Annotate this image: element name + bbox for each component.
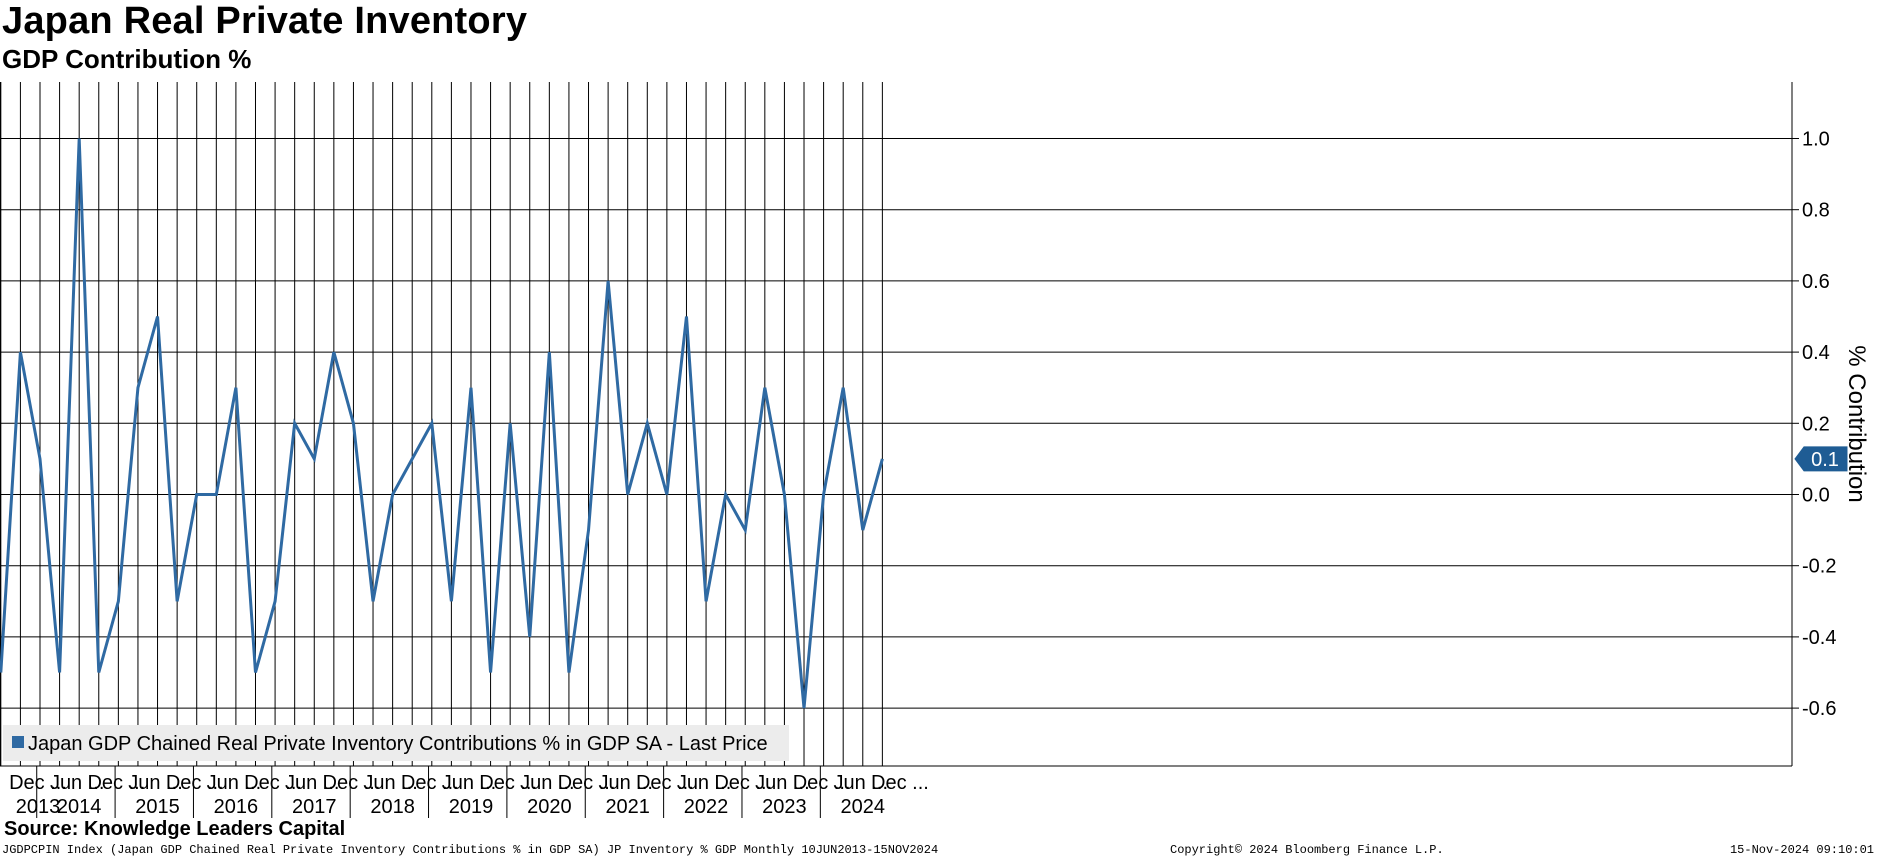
x-tick-label-month: Dec ... (479, 772, 537, 794)
legend[interactable]: Japan GDP Chained Real Private Inventory… (3, 725, 789, 761)
y-axis-title: % Contribution (1843, 345, 1870, 502)
y-tick-label: 0.8 (1802, 200, 1830, 222)
legend-label: Japan GDP Chained Real Private Inventory… (28, 733, 768, 755)
x-tick-label-month: Dec ... (401, 772, 459, 794)
y-tick-label: -0.2 (1802, 556, 1836, 578)
x-tick-label-month: Jun ... (128, 772, 182, 794)
x-tick-label-month: Jun ... (207, 772, 261, 794)
x-tick-label-year: 2015 (135, 796, 180, 818)
series-layer: 0.1 (0, 138, 1848, 709)
x-tick-label-month: Dec ... (714, 772, 772, 794)
x-tick-label-month: Jun ... (598, 772, 652, 794)
x-tick-label-year: 2018 (370, 796, 415, 818)
chart-title: Japan Real Private Inventory (2, 0, 528, 42)
x-tick-label-year: 2013 (16, 796, 61, 818)
y-axis-title-group: % Contribution (1843, 345, 1870, 502)
x-axis: Dec ...Jun ...Dec ...Jun ...Dec ...Jun .… (9, 766, 929, 818)
footer-copyright: Copyright© 2024 Bloomberg Finance L.P. (1170, 843, 1444, 857)
y-tick-label: 0.6 (1802, 271, 1830, 293)
series-line (0, 138, 884, 709)
x-tick-label-year: 2017 (292, 796, 337, 818)
x-tick-label-year: 2024 (841, 796, 886, 818)
x-tick-label-month: Jun ... (50, 772, 104, 794)
source-note: Source: Knowledge Leaders Capital (4, 818, 346, 840)
y-tick-label: -0.4 (1802, 627, 1836, 649)
y-tick-label: 0.0 (1802, 485, 1830, 507)
x-tick-label-month: Dec ... (87, 772, 145, 794)
x-tick-label-month: Jun ... (755, 772, 809, 794)
x-tick-label-month: Jun ... (520, 772, 574, 794)
x-tick-label-month: Dec ... (871, 772, 929, 794)
x-tick-label-year: 2019 (449, 796, 494, 818)
x-tick-label-month: Dec ... (793, 772, 851, 794)
x-tick-label-month: Jun ... (834, 772, 888, 794)
plot-frame (0, 82, 1793, 767)
x-tick-label-month: Dec ... (636, 772, 694, 794)
x-tick-label-month: Jun ... (285, 772, 339, 794)
legend-swatch (12, 736, 24, 748)
y-axis: 1.0 0.8 0.6 0.4 0.2 0.0 -0.2 -0.4 -0.6 (1792, 129, 1836, 720)
y-tick-label: 0.2 (1802, 413, 1830, 435)
footer-timestamp: 15-Nov-2024 09:10:01 (1729, 843, 1874, 857)
last-value-badge (1794, 446, 1848, 472)
x-tick-label-month: Jun ... (363, 772, 417, 794)
x-tick-label-month: Dec ... (323, 772, 381, 794)
vertical-gridlines (0, 82, 883, 766)
y-tick-label: 0.4 (1802, 342, 1830, 364)
x-tick-label-month: Dec ... (558, 772, 616, 794)
x-tick-label-year: 2020 (527, 796, 572, 818)
x-tick-label-month: Dec ... (9, 772, 67, 794)
chart-subtitle: GDP Contribution % (2, 44, 252, 74)
last-value-label: 0.1 (1811, 449, 1839, 471)
x-tick-label-month: Jun ... (442, 772, 496, 794)
horizontal-gridlines (0, 138, 1792, 709)
x-tick-label-year: 2016 (214, 796, 259, 818)
x-tick-label-year: 2021 (605, 796, 650, 818)
footer-ticker-description: JGDPCPIN Index (Japan GDP Chained Real P… (2, 843, 939, 857)
x-tick-label-year: 2022 (684, 796, 729, 818)
x-tick-label-month: Dec ... (244, 772, 302, 794)
x-tick-label-year: 2023 (762, 796, 807, 818)
legend-box (3, 725, 789, 761)
y-tick-label: 1.0 (1802, 129, 1830, 151)
x-tick-label-month: Jun ... (677, 772, 731, 794)
x-tick-label-month: Dec ... (166, 772, 224, 794)
x-tick-label-year: 2014 (57, 796, 102, 818)
y-tick-label: -0.6 (1802, 698, 1836, 720)
